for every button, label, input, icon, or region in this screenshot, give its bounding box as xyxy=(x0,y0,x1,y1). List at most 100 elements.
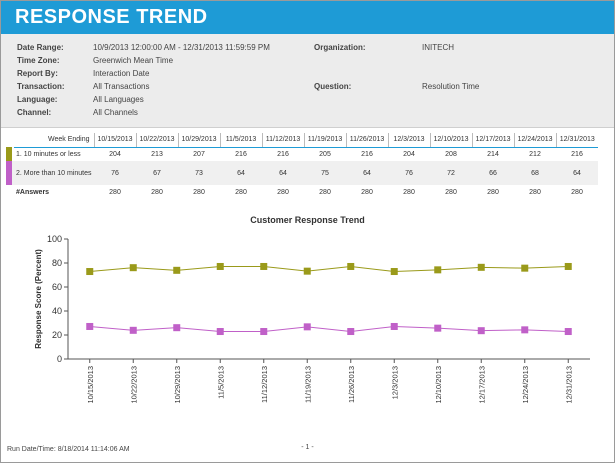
table-cell: 75 xyxy=(304,161,346,185)
data-point xyxy=(434,266,442,274)
table-cell: 208 xyxy=(430,147,472,161)
week-header: 10/22/2013 xyxy=(135,133,178,148)
data-point xyxy=(564,328,572,336)
data-point xyxy=(303,323,311,331)
question-label: Question: xyxy=(314,82,352,91)
table-cell: 64 xyxy=(346,161,388,185)
data-point xyxy=(260,328,268,336)
table-cell: 280 xyxy=(193,188,205,196)
time-zone-value: Greenwich Mean Time xyxy=(93,56,174,65)
x-tick-label: 11/5/2013 xyxy=(216,366,225,399)
table-cell: 66 xyxy=(472,161,514,185)
table-cell: 67 xyxy=(136,161,178,185)
table-cell: 280 xyxy=(403,188,415,196)
week-header: 12/31/2013 xyxy=(555,133,598,148)
data-point xyxy=(260,262,268,270)
table-cell: 207 xyxy=(178,147,220,161)
x-tick-label: 11/19/2013 xyxy=(303,366,312,403)
organization-label: Organization: xyxy=(314,43,366,52)
data-point xyxy=(347,262,355,270)
data-point xyxy=(564,262,572,270)
table-cell: 64 xyxy=(556,161,598,185)
x-tick-label: 11/12/2013 xyxy=(260,366,269,403)
report-parameters: Date Range: 10/9/2013 12:00:00 AM - 12/3… xyxy=(1,34,614,128)
x-tick-label: 12/31/2013 xyxy=(564,366,573,404)
time-zone-label: Time Zone: xyxy=(17,56,60,65)
data-point xyxy=(477,327,485,335)
chart-title: Customer Response Trend xyxy=(250,215,365,225)
transaction-label: Transaction: xyxy=(17,82,65,91)
table-cell: 64 xyxy=(262,161,304,185)
data-point xyxy=(434,324,442,332)
chart-series xyxy=(86,262,572,336)
data-point xyxy=(86,322,94,330)
table-cell: 280 xyxy=(235,188,247,196)
week-header: 11/12/2013 xyxy=(261,133,304,148)
table-row: 2. More than 10 minutes 76 67 73 64 64 7… xyxy=(6,161,598,185)
organization-value: INITECH xyxy=(422,43,454,52)
table-cell: 280 xyxy=(151,188,163,196)
table-cell: 204 xyxy=(388,147,430,161)
table-cell: 216 xyxy=(346,147,388,161)
table-cell: 64 xyxy=(220,161,262,185)
table-cell: 216 xyxy=(556,147,598,161)
row-label: 1. 10 minutes or less xyxy=(14,147,94,161)
data-point xyxy=(477,263,485,271)
data-point xyxy=(129,326,137,334)
table-row: #Answers 280 280 280 280 280 280 280 280… xyxy=(6,185,598,199)
week-header: 11/26/2013 xyxy=(345,133,388,148)
data-point xyxy=(390,268,398,276)
swatch-spacer xyxy=(6,185,14,199)
response-trend-chart: 0 20 40 60 80 100 Response Score (Percent) 10/1… xyxy=(34,234,590,404)
table-cell: 214 xyxy=(472,147,514,161)
week-header: 12/3/2013 xyxy=(387,133,430,148)
x-tick-label: 10/22/2013 xyxy=(129,366,138,404)
week-header: 10/15/2013 xyxy=(93,133,136,148)
data-point xyxy=(129,264,137,272)
report-by-label: Report By: xyxy=(17,69,58,78)
table-row: 1. 10 minutes or less 204 213 207 216 21… xyxy=(6,147,598,161)
table-cell: 280 xyxy=(571,188,583,196)
data-point xyxy=(173,266,181,274)
question-value: Resolution Time xyxy=(422,82,480,91)
transaction-value: All Transactions xyxy=(93,82,150,91)
table-cell: 213 xyxy=(136,147,178,161)
channel-value: All Channels xyxy=(93,108,138,117)
swatch-spacer xyxy=(6,133,14,147)
channel-label: Channel: xyxy=(17,108,52,117)
answers-label: #Answers xyxy=(16,188,50,196)
response-table: Week Ending 10/15/2013 10/22/2013 10/29/… xyxy=(6,133,598,199)
x-tick-label: 12/24/2013 xyxy=(521,366,530,404)
data-point xyxy=(86,268,94,276)
table-cell: 73 xyxy=(178,161,220,185)
table-cell: 280 xyxy=(319,188,331,196)
x-tick-label: 12/3/2013 xyxy=(390,366,399,399)
y-tick-label: 0 xyxy=(57,354,62,364)
data-point xyxy=(216,262,224,270)
x-tick-label: 10/15/2013 xyxy=(86,366,95,404)
table-cell: 280 xyxy=(487,188,499,196)
chart-axes: 0 20 40 60 80 100 Response Score (Percent) 10/1… xyxy=(34,234,590,404)
table-cell: 204 xyxy=(94,147,136,161)
x-tick-label: 12/17/2013 xyxy=(477,366,486,404)
week-header: 11/5/2013 xyxy=(219,133,262,148)
week-header: 12/17/2013 xyxy=(471,133,514,148)
y-tick-label: 80 xyxy=(52,258,62,268)
table-cell: 280 xyxy=(529,188,541,196)
week-header: 12/24/2013 xyxy=(513,133,556,148)
table-cell: 280 xyxy=(361,188,373,196)
table-cell: 205 xyxy=(304,147,346,161)
y-tick-label: 60 xyxy=(52,282,62,292)
report-title: RESPONSE TREND xyxy=(15,6,208,28)
series-line xyxy=(89,265,569,273)
data-point xyxy=(390,322,398,330)
language-value: All Languages xyxy=(93,95,144,104)
series-swatch xyxy=(6,147,14,161)
week-ending-label: Week Ending xyxy=(14,133,94,148)
table-cell: 212 xyxy=(514,147,556,161)
date-range-value: 10/9/2013 12:00:00 AM - 12/31/2013 11:59… xyxy=(93,43,270,52)
data-point xyxy=(521,326,529,334)
table-cell: 76 xyxy=(388,161,430,185)
report-by-value: Interaction Date xyxy=(93,69,150,78)
data-point xyxy=(303,267,311,275)
